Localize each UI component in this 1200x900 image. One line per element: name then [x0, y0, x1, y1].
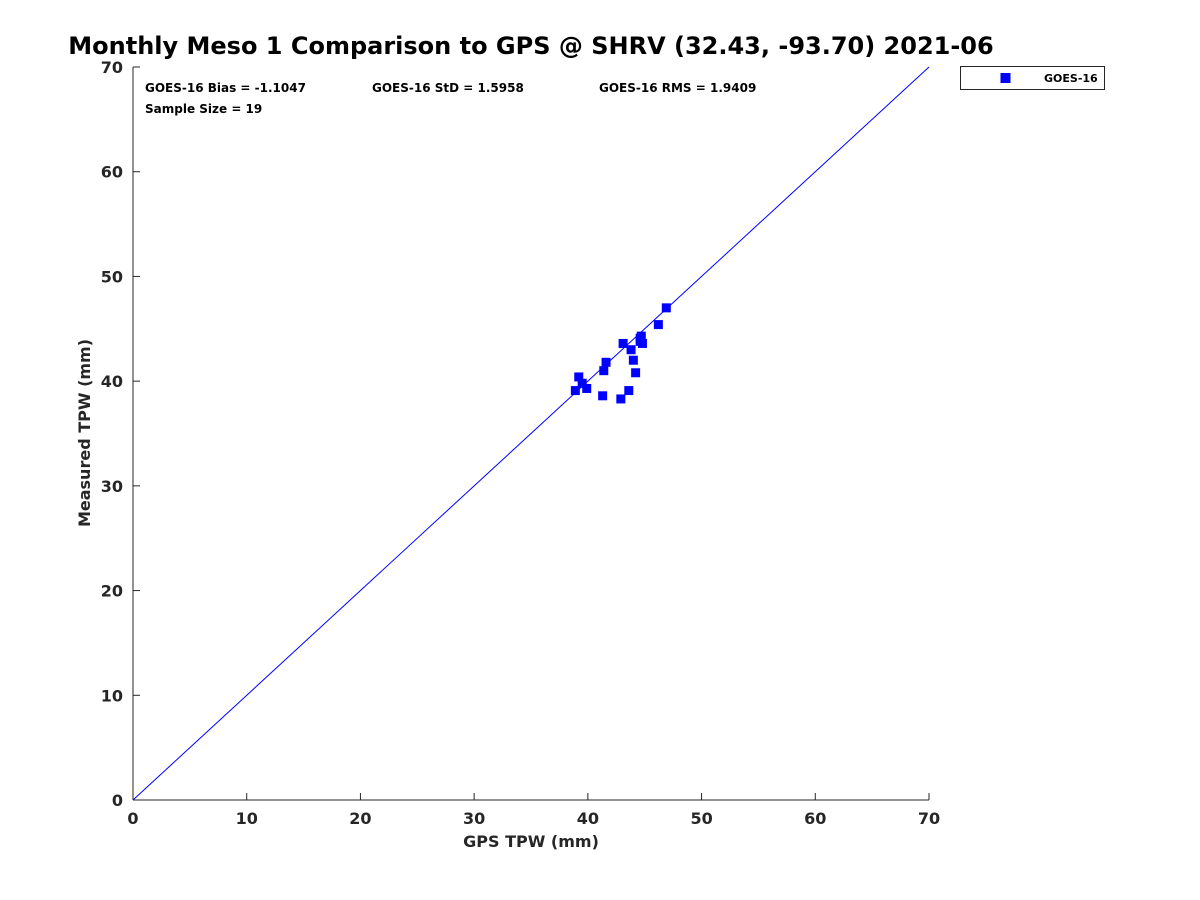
bias-stat: GOES-16 Bias = -1.1047 — [145, 81, 306, 95]
data-point — [637, 338, 647, 348]
y-tick-label: 70 — [101, 58, 123, 77]
x-ticks: 0 10 20 30 40 50 60 70 — [127, 793, 940, 828]
data-point — [661, 303, 671, 313]
x-tick-label: 40 — [577, 809, 599, 828]
chart-title: Monthly Meso 1 Comparison to GPS @ SHRV … — [68, 32, 993, 60]
data-point — [635, 333, 645, 343]
rms-stat: GOES-16 RMS = 1.9409 — [599, 81, 756, 95]
data-point — [574, 372, 584, 382]
legend-marker-square — [1000, 73, 1011, 83]
x-tick-label: 30 — [463, 809, 485, 828]
sample-size-stat: Sample Size = 19 — [145, 102, 262, 116]
std-stat: GOES-16 StD = 1.5958 — [372, 81, 524, 95]
data-point — [601, 357, 611, 367]
plot-axes — [132, 67, 929, 801]
data-points — [570, 303, 671, 404]
y-tick-label: 10 — [101, 686, 123, 705]
data-point — [582, 383, 592, 393]
data-point — [598, 391, 608, 401]
y-tick-label: 50 — [101, 267, 123, 286]
data-point — [577, 378, 587, 388]
data-point — [626, 345, 636, 355]
y-tick-label: 0 — [112, 791, 123, 810]
x-tick-label: 20 — [349, 809, 371, 828]
x-tick-label: 10 — [236, 809, 258, 828]
data-point — [628, 355, 638, 365]
data-point — [653, 320, 663, 330]
statistics-annotations: GOES-16 Bias = -1.1047 GOES-16 StD = 1.5… — [145, 81, 756, 116]
y-tick-label: 60 — [101, 163, 123, 182]
data-point — [599, 366, 609, 376]
data-point — [616, 394, 626, 404]
legend-entry-goes16: GOES-16 — [1044, 72, 1098, 85]
one-to-one-line — [132, 66, 930, 801]
x-tick-label: 70 — [918, 809, 940, 828]
legend-box — [960, 66, 1105, 90]
data-point — [624, 386, 634, 396]
data-point — [570, 386, 580, 396]
y-ticks: 0 10 20 30 40 50 60 70 — [101, 58, 140, 810]
reference-line — [132, 66, 930, 801]
x-axis-label: GPS TPW (mm) — [463, 832, 599, 851]
data-point — [618, 338, 628, 348]
y-tick-label: 20 — [101, 582, 123, 601]
x-tick-label: 60 — [804, 809, 826, 828]
data-point — [631, 368, 641, 378]
legend: GOES-16 — [960, 66, 1105, 90]
x-tick-label: 0 — [127, 809, 138, 828]
y-tick-label: 30 — [101, 477, 123, 496]
x-tick-label: 50 — [690, 809, 712, 828]
y-tick-label: 40 — [101, 372, 123, 391]
y-axis-label: Measured TPW (mm) — [75, 339, 94, 527]
